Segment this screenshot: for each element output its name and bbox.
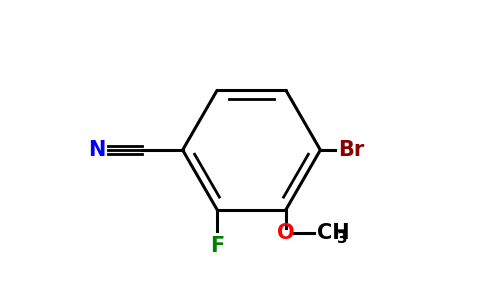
Text: N: N: [88, 140, 106, 160]
Text: 3: 3: [337, 231, 348, 246]
Text: Br: Br: [338, 140, 364, 160]
Text: O: O: [277, 224, 295, 243]
Text: F: F: [210, 236, 224, 256]
Text: CH: CH: [317, 224, 349, 243]
